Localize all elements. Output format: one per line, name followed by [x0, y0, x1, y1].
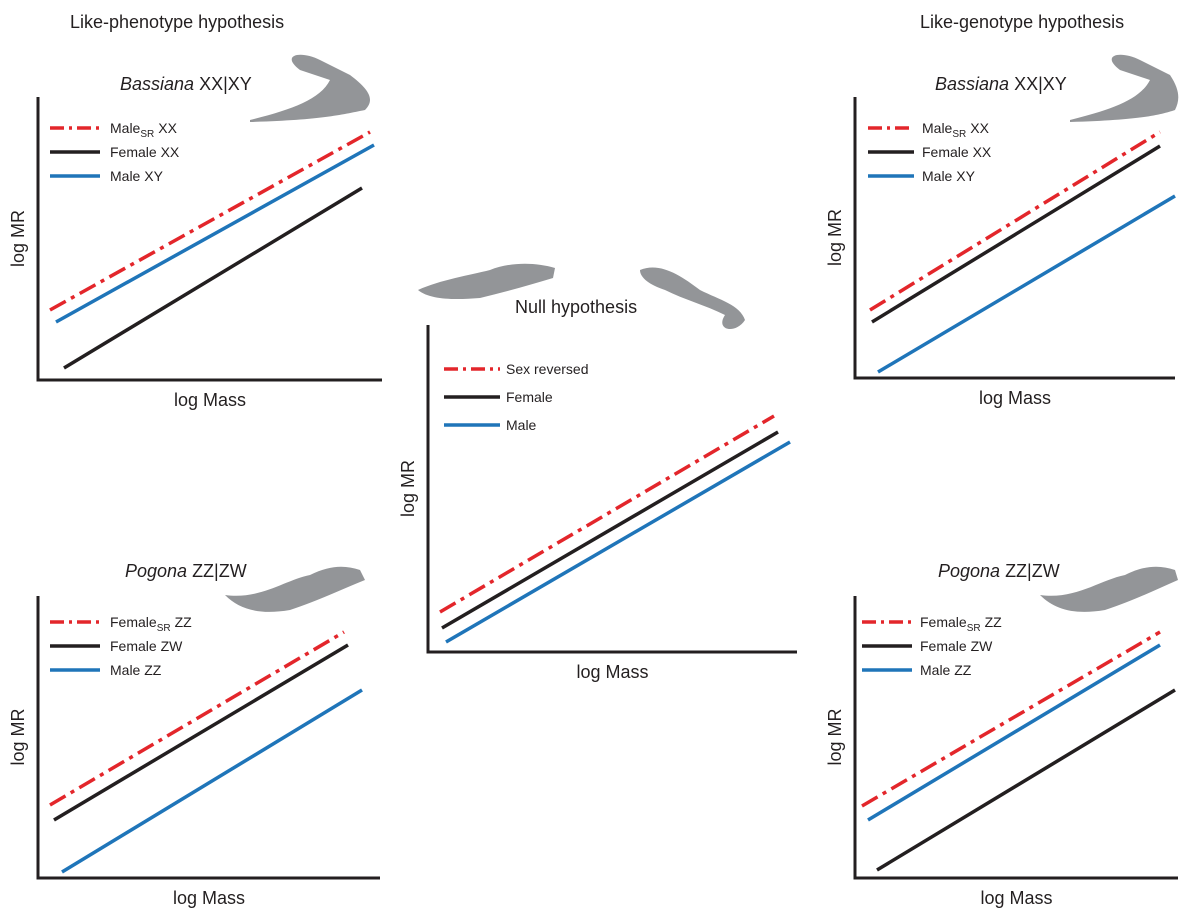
- regression-line: [50, 632, 344, 805]
- legend-label: MaleSR XX: [110, 120, 178, 140]
- axes: [38, 596, 380, 878]
- legend-label: Male XY: [922, 168, 976, 184]
- legend-text: Male XY: [110, 168, 164, 184]
- legend-text: Female: [110, 614, 157, 630]
- legend-text: Female XX: [110, 144, 180, 160]
- legend-text: ZZ: [175, 614, 193, 630]
- legend-subscript: SR: [140, 129, 154, 140]
- header: Like-phenotype hypothesis: [70, 12, 284, 32]
- legend-text: Sex reversed: [506, 361, 588, 377]
- title-rest: Null hypothesis: [515, 297, 637, 317]
- title-rest: XX|XY: [199, 74, 252, 94]
- legend-text: XX: [970, 120, 989, 136]
- title-rest: ZZ|ZW: [192, 561, 247, 581]
- legend-text: Male XY: [922, 168, 976, 184]
- regression-line: [870, 132, 1160, 310]
- panel-title: Null hypothesis: [515, 297, 637, 317]
- title-genus: Bassiana: [120, 74, 194, 94]
- x-axis-label: log Mass: [173, 888, 245, 908]
- x-axis-label: log Mass: [174, 390, 246, 410]
- regression-line: [872, 146, 1160, 322]
- legend-label: Male ZZ: [110, 662, 162, 678]
- axes: [855, 97, 1175, 378]
- regression-line: [878, 196, 1175, 372]
- title-genus: Pogona: [938, 561, 1000, 581]
- y-axis-label: log MR: [825, 209, 845, 266]
- header: Like-genotype hypothesis: [920, 12, 1124, 32]
- legend-label: Female ZW: [110, 638, 183, 654]
- x-axis-label: log Mass: [576, 662, 648, 682]
- legend-text: Male ZZ: [920, 662, 972, 678]
- legend-subscript: SR: [952, 129, 966, 140]
- legend-text: Female XX: [922, 144, 992, 160]
- x-axis-label: log Mass: [980, 888, 1052, 908]
- legend-text: Male: [110, 120, 141, 136]
- legend-text: Female ZW: [920, 638, 993, 654]
- legend-text: Female: [506, 389, 553, 405]
- regression-line: [442, 432, 778, 628]
- regression-line: [877, 690, 1175, 870]
- axes: [855, 596, 1178, 878]
- legend-text: Male ZZ: [110, 662, 162, 678]
- regression-line: [50, 132, 370, 310]
- title-genus: Bassiana: [935, 74, 1009, 94]
- legend-label: Sex reversed: [506, 361, 588, 377]
- lizard-icon: [225, 55, 1178, 612]
- legend-text: XX: [158, 120, 177, 136]
- regression-line: [440, 416, 774, 612]
- y-axis-label: log MR: [825, 708, 845, 765]
- x-axis-label: log Mass: [979, 388, 1051, 408]
- regression-line: [62, 690, 362, 872]
- regression-line: [446, 442, 790, 642]
- title-genus: Pogona: [125, 561, 187, 581]
- y-axis-label: log MR: [8, 708, 28, 765]
- legend-text: Male: [506, 417, 537, 433]
- legend-label: MaleSR XX: [922, 120, 990, 140]
- regression-line: [56, 145, 374, 322]
- title-rest: XX|XY: [1014, 74, 1067, 94]
- legend-label: Male ZZ: [920, 662, 972, 678]
- title-rest: ZZ|ZW: [1005, 561, 1060, 581]
- legend-text: Female: [920, 614, 967, 630]
- legend-text: Male: [922, 120, 953, 136]
- legend-label: Female XX: [110, 144, 180, 160]
- legend-label: FemaleSR ZZ: [110, 614, 192, 634]
- legend-subscript: SR: [967, 623, 981, 634]
- legend-label: Male XY: [110, 168, 164, 184]
- y-axis-label: log MR: [398, 460, 418, 517]
- legend-label: Female: [506, 389, 553, 405]
- figure: Like-phenotype hypothesis Like-genotype …: [0, 0, 1180, 913]
- legend-text: Female ZW: [110, 638, 183, 654]
- legend-label: Female ZW: [920, 638, 993, 654]
- regression-line: [862, 632, 1160, 806]
- y-axis-label: log MR: [8, 210, 28, 267]
- legend-text: ZZ: [985, 614, 1003, 630]
- legend-subscript: SR: [157, 623, 171, 634]
- legend-label: FemaleSR ZZ: [920, 614, 1002, 634]
- axes: [38, 97, 382, 380]
- legend-label: Female XX: [922, 144, 992, 160]
- legend-label: Male: [506, 417, 537, 433]
- panel: log MR log Mass Null hypothesis Sex reverse…: [398, 297, 797, 682]
- regression-line: [64, 188, 362, 368]
